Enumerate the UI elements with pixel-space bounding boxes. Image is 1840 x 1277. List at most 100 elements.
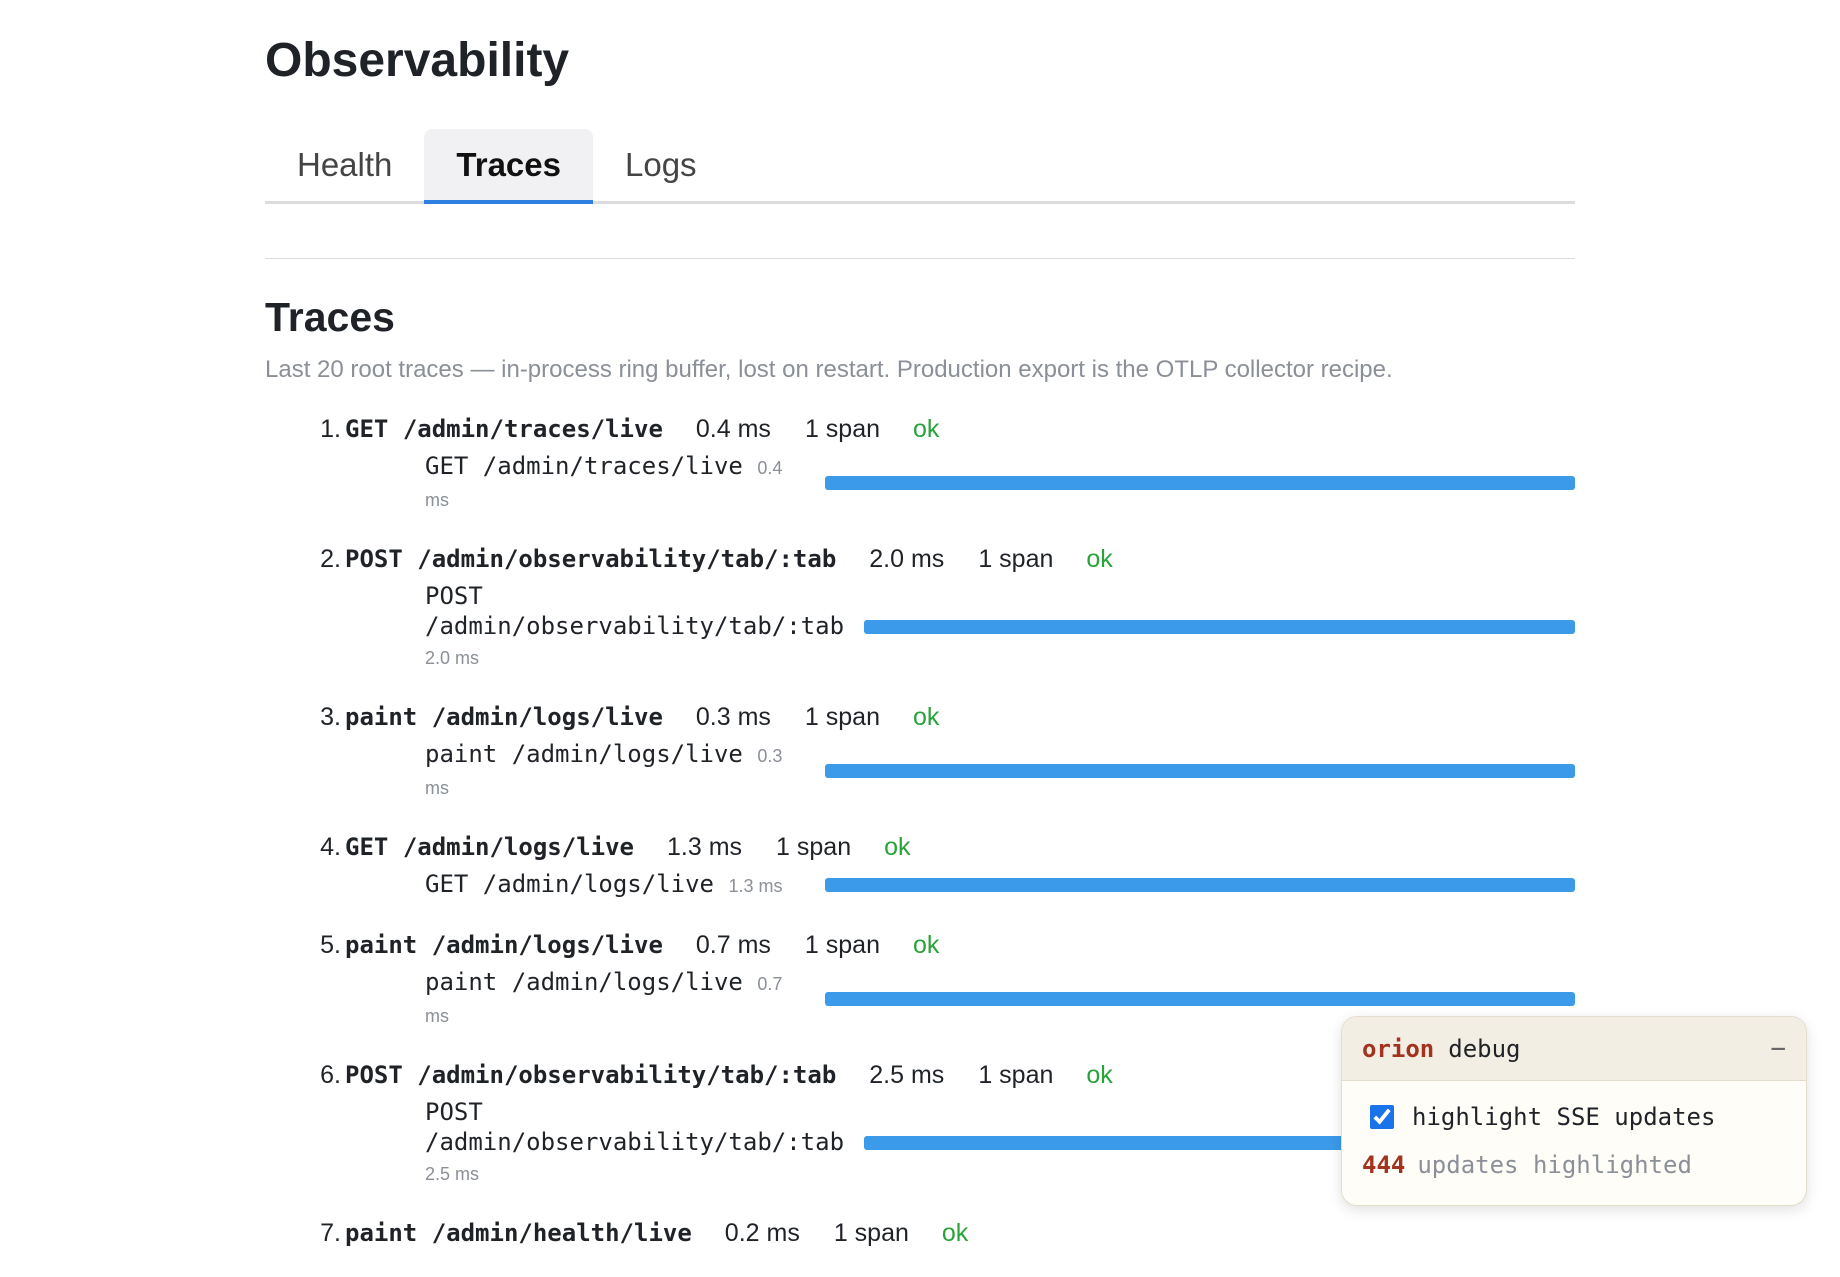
section-description: Last 20 root traces — in-process ring bu… xyxy=(265,356,1393,383)
trace-duration: 0.4 ms xyxy=(695,414,771,443)
trace-method: paint xyxy=(345,1219,418,1247)
span-row: GET /admin/logs/live 1.3 ms xyxy=(425,869,1575,901)
span-duration: 0.7 ms xyxy=(425,974,783,1026)
debug-header: orion debug − xyxy=(1342,1017,1806,1081)
trace-item: 2. POST /admin/observability/tab/:tab 2.0 … xyxy=(265,541,1575,673)
trace-status: ok xyxy=(941,1218,969,1247)
debug-title: debug xyxy=(1448,1034,1521,1063)
tab[interactable]: Traces xyxy=(424,129,593,204)
trace-item: 3. paint /admin/logs/live 0.3 ms 1 span ok pa… xyxy=(265,699,1575,803)
trace-header: 2. POST /admin/observability/tab/:tab 2.0 … xyxy=(265,541,1575,577)
span-bar xyxy=(825,992,1575,1006)
trace-duration: 0.3 ms xyxy=(695,702,771,731)
trace-status: ok xyxy=(884,832,911,861)
trace-path: /admin/logs/live xyxy=(431,703,663,731)
span-label: POST /admin/observability/tab/:tab 2.0 m… xyxy=(425,581,844,673)
trace-method: GET xyxy=(345,415,389,443)
trace-duration: 2.5 ms xyxy=(869,1060,945,1089)
span-name: paint /admin/logs/live xyxy=(425,740,743,768)
span-name: POST /admin/observability/tab/:tab xyxy=(425,1098,845,1156)
trace-duration: 0.7 ms xyxy=(695,930,771,959)
span-duration: 2.0 ms xyxy=(425,648,480,668)
trace-path: /admin/observability/tab/:tab xyxy=(417,545,837,573)
span-label: paint /admin/logs/live 0.3 ms xyxy=(425,739,805,803)
trace-method: paint xyxy=(345,931,418,959)
trace-route: paint /admin/logs/live xyxy=(345,703,663,731)
trace-status: ok xyxy=(912,702,940,731)
trace-header: 5. paint /admin/logs/live 0.7 ms 1 span ok xyxy=(265,927,1575,963)
trace-route: GET /admin/traces/live xyxy=(345,415,663,443)
trace-path: /admin/traces/live xyxy=(402,415,663,443)
debug-panel: orion debug − highlight SSE updates 444 u… xyxy=(1341,1016,1807,1206)
update-count: 444 xyxy=(1362,1151,1406,1179)
tab-bar: Health Traces Logs xyxy=(265,129,1575,204)
span-name: GET /admin/logs/live xyxy=(425,870,714,898)
trace-span-count: 1 span xyxy=(833,1218,909,1247)
trace-method: paint xyxy=(345,703,418,731)
debug-brand: orion xyxy=(1362,1034,1435,1063)
highlight-toggle[interactable]: highlight SSE updates xyxy=(1362,1097,1786,1137)
tab[interactable]: Health xyxy=(297,146,393,183)
trace-duration: 2.0 ms xyxy=(869,544,945,573)
trace-header: 1. GET /admin/traces/live 0.4 ms 1 span ok xyxy=(265,411,1575,447)
trace-span-count: 1 span xyxy=(978,1060,1054,1089)
trace-status: ok xyxy=(1086,1060,1113,1089)
debug-body: highlight SSE updates 444 updates highlig… xyxy=(1342,1081,1806,1195)
highlight-label: highlight SSE updates xyxy=(1412,1103,1716,1131)
minimize-button[interactable]: − xyxy=(1770,1033,1786,1064)
trace-span-count: 1 span xyxy=(804,414,880,443)
span-name: GET /admin/traces/live xyxy=(425,452,743,480)
span-duration: 2.5 ms xyxy=(425,1164,480,1184)
span-duration: 1.3 ms xyxy=(728,876,783,896)
trace-path: /admin/logs/live xyxy=(431,931,663,959)
span-duration: 0.4 ms xyxy=(425,458,783,510)
trace-item: 7. paint /admin/health/live 0.2 ms 1 span ok xyxy=(265,1215,1575,1251)
trace-header: 4. GET /admin/logs/live 1.3 ms 1 span ok xyxy=(265,829,1575,865)
span-label: paint /admin/logs/live 0.7 ms xyxy=(425,967,805,1031)
trace-rank: 3. xyxy=(320,702,341,731)
page: Observability Health Traces Logs Traces La… xyxy=(265,34,1807,1247)
trace-method: GET xyxy=(345,833,389,861)
trace-span-count: 1 span xyxy=(804,702,880,731)
trace-item: 5. paint /admin/logs/live 0.7 ms 1 span ok pa… xyxy=(265,927,1575,1031)
trace-rank: 1. xyxy=(320,414,341,443)
trace-header: 3. paint /admin/logs/live 0.3 ms 1 span ok xyxy=(265,699,1575,735)
span-bar xyxy=(825,476,1575,490)
trace-rank: 2. xyxy=(320,544,341,573)
span-bar xyxy=(864,620,1575,634)
span-row: paint /admin/logs/live 0.3 ms xyxy=(425,739,1575,803)
trace-header: 6. POST /admin/observability/tab/:tab 2.5 … xyxy=(265,1057,1575,1093)
span-row: paint /admin/logs/live 0.7 ms xyxy=(425,967,1575,1031)
span-label: POST /admin/observability/tab/:tab 2.5 m… xyxy=(425,1097,844,1189)
span-row: GET /admin/traces/live 0.4 ms xyxy=(425,451,1575,515)
trace-duration: 0.2 ms xyxy=(724,1218,800,1247)
span-name: POST /admin/observability/tab/:tab xyxy=(425,582,845,640)
tab[interactable]: Logs xyxy=(624,146,697,183)
trace-status: ok xyxy=(912,930,940,959)
trace-span-count: 1 span xyxy=(776,832,852,861)
span-name: paint /admin/logs/live xyxy=(425,968,743,996)
trace-path: /admin/health/live xyxy=(431,1219,692,1247)
trace-path: /admin/observability/tab/:tab xyxy=(417,1061,837,1089)
trace-header: 7. paint /admin/health/live 0.2 ms 1 span ok xyxy=(265,1215,1575,1251)
trace-duration: 1.3 ms xyxy=(667,832,743,861)
span-row: POST /admin/observability/tab/:tab 2.0 m… xyxy=(425,581,1575,673)
span-label: GET /admin/traces/live 0.4 ms xyxy=(425,451,805,515)
trace-item: 4. GET /admin/logs/live 1.3 ms 1 span ok GET … xyxy=(265,829,1575,901)
trace-span-count: 1 span xyxy=(978,544,1054,573)
trace-method: POST xyxy=(345,1061,403,1089)
trace-route: POST /admin/observability/tab/:tab xyxy=(345,545,836,573)
trace-item: 1. GET /admin/traces/live 0.4 ms 1 span ok GE… xyxy=(265,411,1575,515)
trace-status: ok xyxy=(913,414,940,443)
trace-status: ok xyxy=(1086,544,1113,573)
trace-route: GET /admin/logs/live xyxy=(345,833,634,861)
span-bar xyxy=(825,764,1575,778)
span-bar xyxy=(825,878,1575,892)
trace-rank: 5. xyxy=(320,930,341,959)
trace-route: POST /admin/observability/tab/:tab xyxy=(345,1061,836,1089)
trace-rank: 7. xyxy=(320,1218,341,1247)
trace-route: paint /admin/logs/live xyxy=(345,931,663,959)
section-title: Traces xyxy=(265,294,395,340)
update-count-row: 444 updates highlighted xyxy=(1362,1151,1786,1179)
highlight-checkbox[interactable] xyxy=(1370,1105,1394,1129)
